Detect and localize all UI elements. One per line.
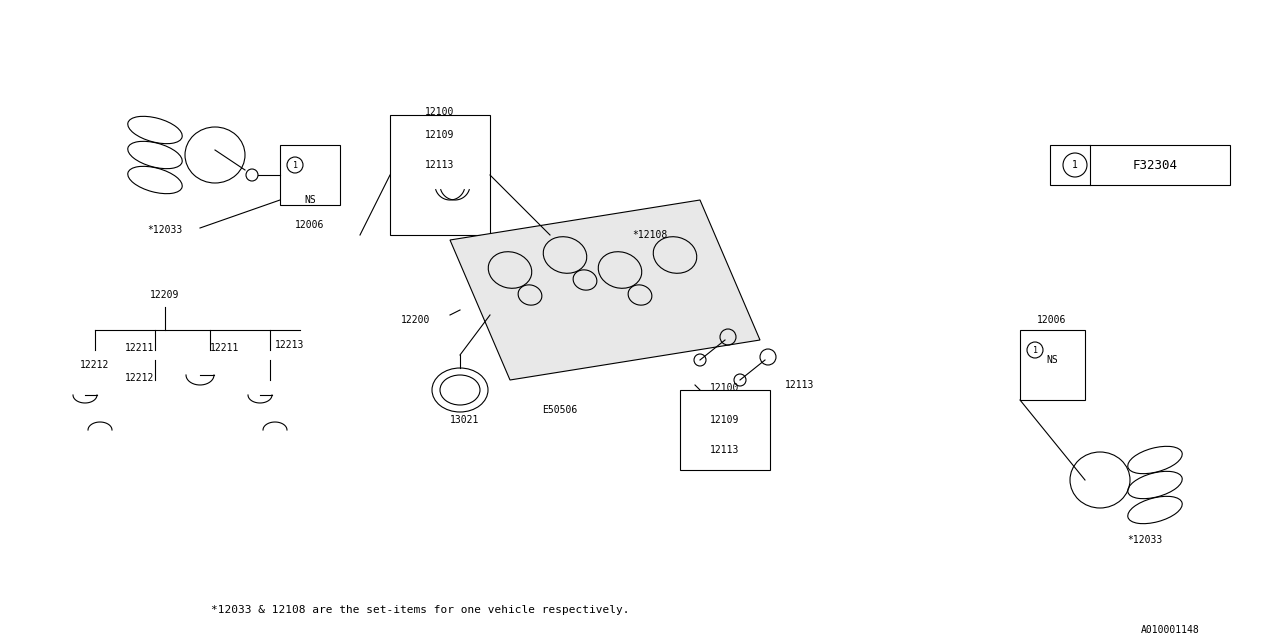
Text: 12006: 12006: [1037, 315, 1066, 325]
Text: 12211: 12211: [210, 343, 239, 353]
Text: 12200: 12200: [401, 315, 430, 325]
Text: 12211: 12211: [125, 343, 155, 353]
Text: 12006: 12006: [296, 220, 325, 230]
Text: 12109: 12109: [710, 415, 740, 425]
Text: 12100: 12100: [425, 107, 454, 117]
Text: 12109: 12109: [425, 130, 454, 140]
Text: F32304: F32304: [1133, 159, 1178, 172]
Text: A010001148: A010001148: [1142, 625, 1201, 635]
Bar: [680, 390, 771, 470]
Text: NS: NS: [1046, 355, 1057, 365]
Text: 1: 1: [293, 161, 297, 170]
Text: *12108: *12108: [632, 230, 668, 240]
Text: 12212: 12212: [125, 373, 155, 383]
Bar: [280, 145, 340, 205]
Text: 12113: 12113: [786, 380, 814, 390]
Text: *12033: *12033: [1128, 535, 1162, 545]
Text: *12033 & 12108 are the set-items for one vehicle respectively.: *12033 & 12108 are the set-items for one…: [211, 605, 630, 615]
Text: 12113: 12113: [425, 160, 454, 170]
Text: 12213: 12213: [275, 340, 305, 350]
Polygon shape: [451, 200, 760, 380]
Bar: [390, 115, 490, 235]
Bar: [1050, 145, 1230, 185]
Text: 12113: 12113: [710, 445, 740, 455]
Text: 1: 1: [1073, 160, 1078, 170]
Text: E50506: E50506: [543, 405, 577, 415]
Text: 13021: 13021: [451, 415, 480, 425]
Text: 12209: 12209: [150, 290, 179, 300]
Text: 1: 1: [1033, 346, 1038, 355]
Text: 12212: 12212: [81, 360, 110, 370]
Text: NS: NS: [305, 195, 316, 205]
Bar: [1020, 330, 1085, 400]
Text: 12100: 12100: [710, 383, 740, 393]
Text: *12033: *12033: [147, 225, 183, 235]
